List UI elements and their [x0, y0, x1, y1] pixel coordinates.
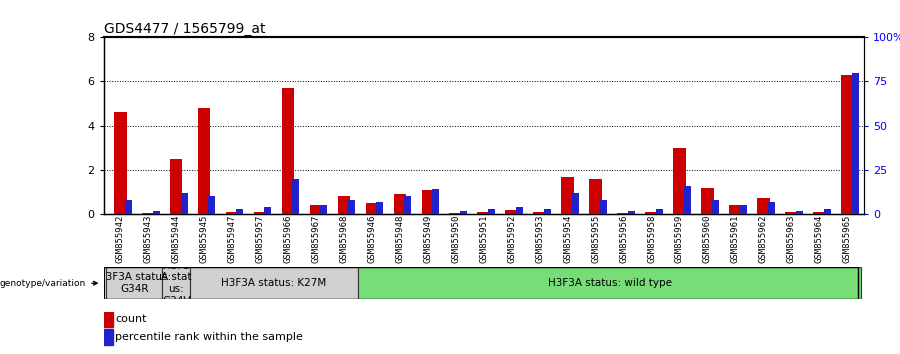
Text: GSM855967: GSM855967: [311, 214, 320, 263]
Text: GDS4477 / 1565799_at: GDS4477 / 1565799_at: [104, 22, 265, 36]
Text: GSM855951: GSM855951: [479, 214, 488, 263]
Bar: [757, 198, 770, 214]
Text: GSM855947: GSM855947: [228, 214, 237, 263]
Bar: [785, 212, 797, 214]
Text: GSM855959: GSM855959: [675, 214, 684, 263]
Bar: [562, 177, 574, 214]
Bar: [729, 205, 742, 214]
Bar: [358, 267, 861, 299]
Bar: [590, 179, 602, 214]
Bar: [449, 213, 462, 214]
Text: count: count: [115, 314, 147, 324]
Text: H3F3A status: wild type: H3F3A status: wild type: [547, 278, 671, 288]
Bar: [365, 203, 378, 214]
Text: GSM855956: GSM855956: [619, 214, 628, 263]
Text: GSM855949: GSM855949: [423, 214, 432, 263]
Text: H3F3A status: K27M: H3F3A status: K27M: [221, 278, 327, 288]
Text: GSM855963: GSM855963: [787, 214, 796, 263]
Text: GSM855946: GSM855946: [367, 214, 376, 263]
Bar: [813, 212, 825, 214]
Bar: [645, 212, 658, 214]
Text: GSM855960: GSM855960: [703, 214, 712, 263]
Bar: [226, 212, 239, 214]
Bar: [824, 209, 831, 214]
Bar: [162, 267, 190, 299]
Text: GSM855962: GSM855962: [759, 214, 768, 263]
Bar: [190, 267, 358, 299]
Text: GSM855942: GSM855942: [116, 214, 125, 263]
Bar: [516, 207, 523, 214]
Bar: [488, 209, 495, 214]
Bar: [478, 212, 490, 214]
Bar: [506, 210, 518, 214]
Text: GSM855957: GSM855957: [256, 214, 265, 263]
Text: H3F3
A stat
us:
G34V: H3F3 A stat us: G34V: [161, 261, 192, 306]
Text: GSM855943: GSM855943: [144, 214, 153, 263]
Text: genotype/variation: genotype/variation: [0, 279, 97, 288]
Bar: [673, 148, 686, 214]
Bar: [617, 213, 630, 214]
Bar: [106, 267, 162, 299]
Text: GSM855954: GSM855954: [563, 214, 572, 263]
Bar: [104, 312, 113, 327]
Bar: [432, 189, 439, 214]
Bar: [740, 205, 747, 214]
Bar: [796, 211, 803, 214]
Bar: [768, 202, 775, 214]
Bar: [142, 213, 155, 214]
Text: GSM855945: GSM855945: [200, 214, 209, 263]
Bar: [198, 108, 211, 214]
Bar: [841, 75, 853, 214]
Text: percentile rank within the sample: percentile rank within the sample: [115, 332, 302, 342]
Bar: [656, 209, 662, 214]
Text: GSM855952: GSM855952: [508, 214, 517, 263]
Text: GSM855961: GSM855961: [731, 214, 740, 263]
Bar: [153, 211, 159, 214]
Bar: [600, 200, 607, 214]
Bar: [265, 207, 272, 214]
Text: GSM855964: GSM855964: [814, 214, 824, 263]
Bar: [460, 211, 467, 214]
Bar: [181, 193, 187, 214]
Bar: [701, 188, 714, 214]
Text: GSM855955: GSM855955: [591, 214, 600, 263]
Bar: [572, 193, 579, 214]
Text: GSM855950: GSM855950: [451, 214, 460, 263]
Bar: [254, 212, 266, 214]
Text: H3F3A status:
G34R: H3F3A status: G34R: [98, 272, 171, 294]
Bar: [421, 190, 434, 214]
Bar: [851, 73, 859, 214]
Bar: [237, 209, 243, 214]
Text: GSM855948: GSM855948: [395, 214, 404, 263]
Text: GSM855968: GSM855968: [339, 214, 348, 263]
Bar: [320, 205, 328, 214]
Text: GSM855966: GSM855966: [284, 214, 292, 263]
Bar: [544, 209, 551, 214]
Bar: [348, 200, 356, 214]
Bar: [376, 202, 383, 214]
Text: GSM855953: GSM855953: [536, 214, 544, 263]
Bar: [124, 200, 131, 214]
Bar: [393, 194, 406, 214]
Bar: [310, 205, 322, 214]
Bar: [114, 113, 127, 214]
Bar: [404, 196, 411, 214]
Bar: [292, 179, 300, 214]
Text: GSM855965: GSM855965: [842, 214, 851, 263]
Text: GSM855944: GSM855944: [172, 214, 181, 263]
Bar: [712, 200, 719, 214]
Bar: [338, 196, 350, 214]
Bar: [104, 329, 113, 345]
Bar: [170, 159, 183, 214]
Bar: [684, 186, 691, 214]
Bar: [209, 196, 215, 214]
Text: GSM855958: GSM855958: [647, 214, 656, 263]
Bar: [628, 211, 634, 214]
Bar: [282, 88, 294, 214]
Bar: [534, 212, 546, 214]
